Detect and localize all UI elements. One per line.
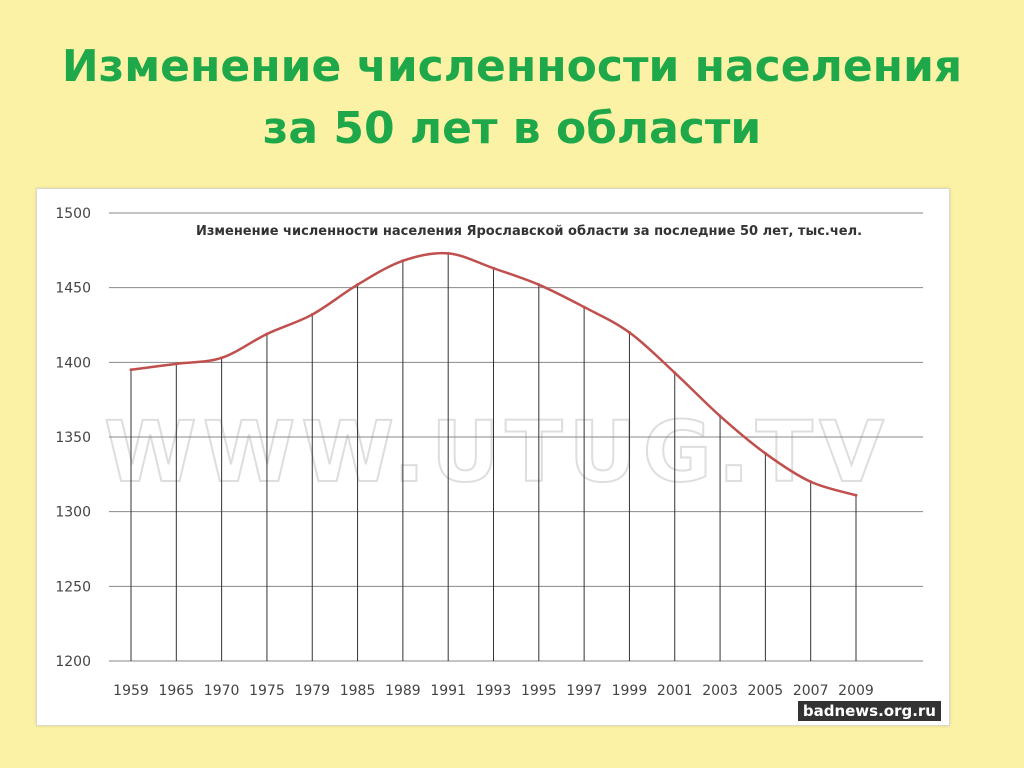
x-tick-label: 1991	[430, 683, 466, 699]
x-tick-label: 1985	[340, 683, 376, 699]
source-credit: badnews.org.ru	[797, 701, 941, 721]
x-tick-label: 2009	[838, 683, 874, 699]
x-tick-label: 1979	[294, 683, 330, 699]
slide-title: Изменение численности населения за 50 ле…	[0, 36, 1024, 160]
x-tick-label: 1995	[521, 683, 557, 699]
data-point	[854, 493, 858, 497]
x-tick-label: 2005	[748, 683, 784, 699]
x-tick-label: 2001	[657, 683, 693, 699]
data-point	[446, 251, 450, 255]
data-point	[129, 368, 133, 372]
x-axis-ticks: 1959 1965 1970 1975 1979 1985 1989 1991 1993 1995…	[113, 683, 874, 699]
slide-title-line-1: Изменение численности населения	[61, 41, 963, 92]
data-point	[627, 330, 631, 334]
data-point	[174, 362, 178, 366]
y-tick-label: 1350	[55, 430, 91, 446]
data-point	[265, 332, 269, 336]
y-tick-label: 1500	[55, 206, 91, 222]
data-point	[582, 305, 586, 309]
y-tick-label: 1250	[55, 579, 91, 595]
y-tick-label: 1450	[55, 281, 91, 297]
x-tick-label: 2007	[793, 683, 829, 699]
x-tick-label: 1959	[113, 683, 149, 699]
x-tick-label: 1975	[249, 683, 285, 699]
x-tick-label: 2003	[702, 683, 738, 699]
x-tick-label: 1999	[612, 683, 648, 699]
y-tick-label: 1400	[55, 355, 91, 371]
data-point	[718, 414, 722, 418]
x-tick-label: 1989	[385, 683, 421, 699]
slide-title-line-2: за 50 лет в области	[262, 103, 762, 154]
data-point	[220, 356, 224, 360]
x-tick-label: 1970	[204, 683, 240, 699]
x-tick-label: 1993	[476, 683, 512, 699]
data-point	[673, 371, 677, 375]
x-tick-label: 1997	[566, 683, 602, 699]
data-point	[809, 480, 813, 484]
data-point	[763, 451, 767, 455]
data-point	[492, 266, 495, 270]
y-axis-ticks: 1200 1250 1300 1350 1400 1450 1500	[55, 206, 91, 670]
data-point	[401, 259, 405, 263]
y-tick-label: 1200	[55, 654, 91, 670]
data-point	[310, 313, 314, 317]
chart-frame: WWW.UTUG.TV 1200 1250 1300 1350 1400 1450 1500…	[36, 188, 950, 726]
y-tick-label: 1300	[55, 505, 91, 521]
chart-title: Изменение численности населения Ярославс…	[196, 224, 862, 239]
x-tick-label: 1965	[158, 683, 194, 699]
data-point	[356, 283, 360, 287]
chart-series	[129, 251, 858, 497]
chart-grid	[109, 212, 923, 662]
population-line-chart: WWW.UTUG.TV 1200125013001350140014501500…	[55, 206, 923, 699]
data-point	[537, 283, 541, 287]
